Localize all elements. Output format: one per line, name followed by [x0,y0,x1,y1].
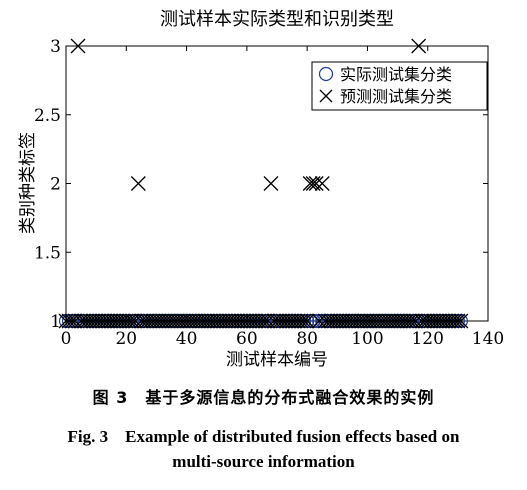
legend-label-actual: 实际测试集分类 [340,65,452,84]
y-tick-label: 2.5 [34,106,61,126]
x-tick-label: 80 [296,329,318,349]
legend-circle-marker-icon [318,66,334,82]
x-axis-label: 测试样本编号 [226,350,328,370]
predicted-class-point [70,38,86,54]
predicted-class-point [308,176,324,191]
legend-x-marker-icon [319,89,333,103]
legend-label-predicted: 预测测试集分类 [340,87,452,106]
chart-title: 测试样本实际类型和识别类型 [160,9,394,30]
predicted-class-point [293,313,309,329]
x-tick-label: 120 [411,329,443,349]
predicted-class-point [130,176,146,191]
predicted-class-point [302,176,318,191]
y-tick-label: 2 [50,175,61,195]
figure-caption-english-line2: multi-source information [172,452,355,471]
y-axis-label: 类别种类标签 [18,132,38,234]
legend-box [311,61,488,111]
legend: 实际测试集分类 预测测试集分类 [311,61,488,111]
legend-entry-actual: 实际测试集分类 [318,65,452,84]
predicted-class-point [254,313,270,329]
predicted-class-point [450,313,466,329]
figure-caption-english-line1: Fig. 3 Example of distributed fusion eff… [67,427,460,446]
x-tick-label: 40 [176,329,198,349]
x-tick-label: 140 [472,329,504,349]
predicted-class-point [299,313,315,329]
predicted-class-point [296,313,312,329]
predicted-class-point [263,176,279,191]
actual-class-point [309,313,324,329]
y-tick-label: 1 [50,312,61,332]
predicted-class-point [411,38,427,54]
y-tick-label: 3 [50,37,61,57]
predicted-class-point [61,313,77,329]
y-tick-label: 1.5 [34,243,61,263]
legend-entry-predicted: 预测测试集分类 [319,87,452,106]
scatter-chart: 测试样本实际类型和识别类型 0 20 40 60 80 100 120 140 1 1.5 2 2.5… [18,9,504,370]
axes-layer: 0 20 40 60 80 100 120 140 1 1.5 2 2.5 3 [34,37,504,349]
predicted-class-point [402,313,418,329]
predicted-class-point [314,176,330,191]
predicted-class-point [447,313,463,329]
predicted-class-point [453,313,469,329]
predicted-class-point [121,313,137,329]
x-tick-label: 100 [351,329,383,349]
figure-caption-chinese: 图 3 基于多源信息的分布式融合效果的实例 [92,388,435,407]
x-tick-label: 20 [115,329,137,349]
x-tick-label: 60 [236,329,258,349]
data-layer [58,38,469,329]
x-tick-label: 0 [61,329,72,349]
